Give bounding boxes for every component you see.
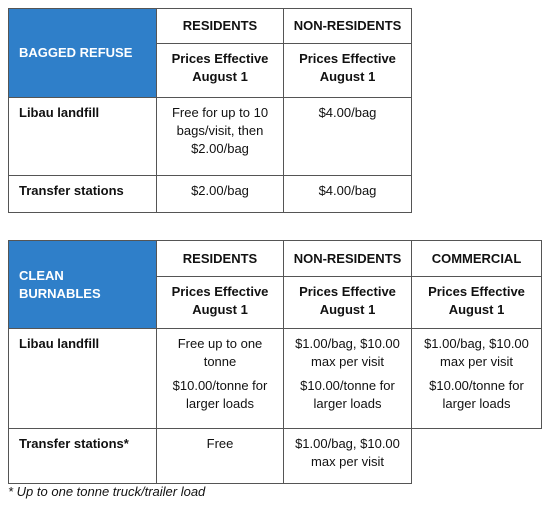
price-cell: $1.00/bag, $10.00 max per visit $10.00/to… [411,328,542,429]
price-text: $4.00/bag [318,105,377,120]
column-header: RESIDENTS [156,8,284,44]
price-text: $1.00/bag, $10.00 max per visit [424,336,529,369]
price-cell: $1.00/bag, $10.00 max per visit $10.00/to… [283,328,412,429]
price-cell: $4.00/bag [283,97,412,176]
price-text: $1.00/bag, $10.00 max per visit [295,436,400,469]
header-row: CLEAN BURNABLES RESIDENTS NON-RESIDENTS COM… [8,240,542,329]
price-text: $1.00/bag, $10.00 max per visit [295,336,400,369]
price-table: BAGGED REFUSE RESIDENTS NON-RESIDENTS Price… [8,8,412,213]
price-text: $4.00/bag [318,183,377,198]
column-subheader: Prices Effective August 1 [283,276,412,329]
data-row: Transfer stations $2.00/bag $4.00/bag [8,175,412,213]
subheader-row: Prices Effective August 1 Prices Effectiv… [9,43,412,98]
title-text: BAGGED REFUSE [19,45,133,60]
price-text: Free up to one tonne [177,336,263,369]
column-header: COMMERCIAL [411,240,542,277]
price-text: $10.00/tonne for larger loads [300,378,395,411]
price-cell: Free up to one tonne $10.00/tonne for lar… [156,328,284,429]
column-subheader: Prices Effective August 1 [283,43,412,98]
row-label: Libau landfill [8,328,157,429]
row-label: Transfer stations* [8,428,157,484]
row-label: Libau landfill [8,97,157,176]
column-header: RESIDENTS [156,240,284,277]
table-title: BAGGED REFUSE [8,8,157,98]
column-header: NON-RESIDENTS [283,240,412,277]
data-row: Libau landfill Free up to one tonne $10.00… [8,328,542,429]
data-row: Libau landfill Free for up to 10 bags/vis… [8,97,412,176]
price-cell: Free for up to 10 bags/visit, then $2.00… [156,97,284,176]
header-row: BAGGED REFUSE RESIDENTS NON-RESIDENTS [8,8,412,98]
row-label: Transfer stations [8,175,157,213]
column-subheader: Prices Effective August 1 [156,43,284,98]
data-row: Transfer stations* Free $1.00/bag, $10.00 … [8,428,542,484]
price-text: Free [206,436,234,451]
column-subheader: Prices Effective August 1 [411,276,542,329]
price-text: Free for up to 10 bags/visit, then $2.00… [171,105,269,156]
price-cell: Free [156,428,284,484]
price-text: $10.00/tonne for larger loads [429,378,524,411]
column-header: NON-RESIDENTS [283,8,412,44]
subheader-row: Prices Effective August 1 Prices Effectiv… [9,276,542,329]
price-cell: $4.00/bag [283,175,412,213]
price-text: $2.00/bag [191,183,249,198]
footnote: * Up to one tonne truck/trailer load [8,484,206,499]
table-title: CLEAN BURNABLES [8,240,157,329]
empty-cell [412,429,542,484]
column-subheader: Prices Effective August 1 [156,276,284,329]
title-text: CLEAN BURNABLES [19,267,101,301]
price-text: $10.00/tonne for larger loads [172,378,268,411]
price-cell: $1.00/bag, $10.00 max per visit [283,428,412,484]
price-cell: $2.00/bag [156,175,284,213]
price-table: CLEAN BURNABLES RESIDENTS NON-RESIDENTS COM… [8,240,542,484]
